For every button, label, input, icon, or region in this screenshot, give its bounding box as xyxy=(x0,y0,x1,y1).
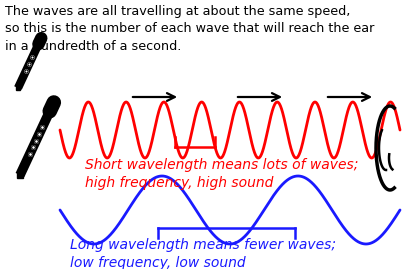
Text: Short wavelength means lots of waves;
high frequency, high sound: Short wavelength means lots of waves; hi… xyxy=(85,158,358,190)
Text: Long wavelength means fewer waves;
low frequency, low sound: Long wavelength means fewer waves; low f… xyxy=(70,238,336,269)
Text: The waves are all travelling at about the same speed,
so this is the number of e: The waves are all travelling at about th… xyxy=(5,5,374,53)
